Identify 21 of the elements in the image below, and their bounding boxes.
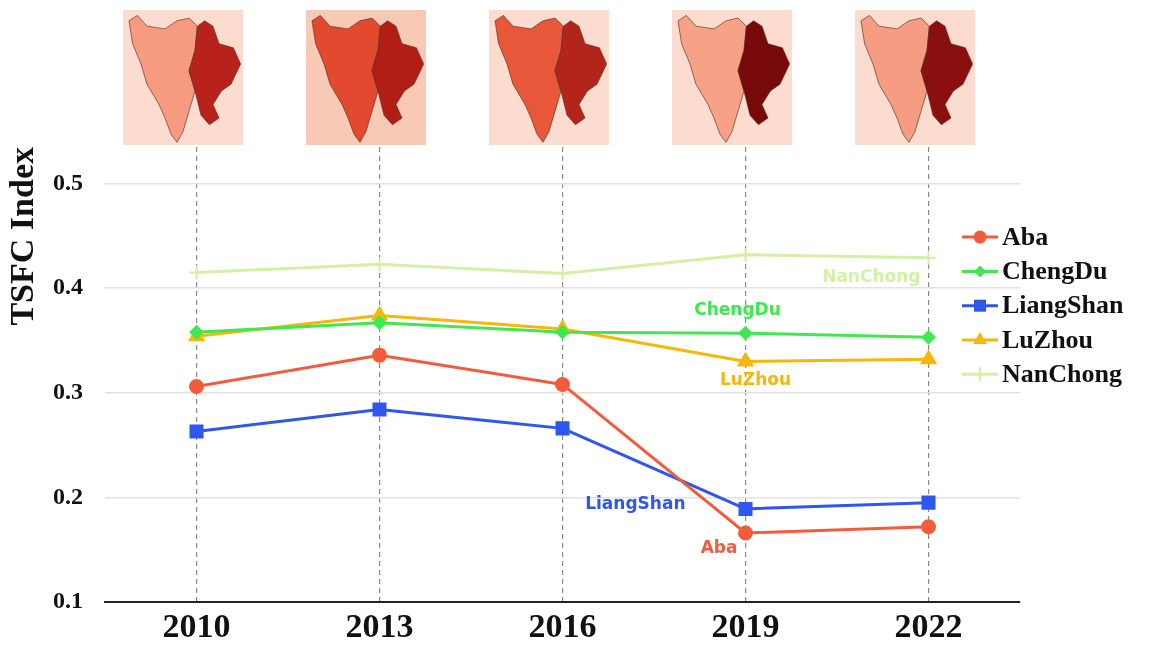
x-tick-label: 2022 — [894, 607, 963, 645]
y-tick-label: 0.5 — [53, 168, 83, 195]
annotation: Aba — [700, 537, 738, 558]
x-tick-label: 2016 — [528, 607, 597, 645]
legend-label: LiangShan — [1002, 290, 1124, 320]
annotation: NanChong — [822, 266, 921, 287]
annotation: ChengDu — [694, 298, 781, 319]
x-tick-label: 2019 — [711, 607, 780, 645]
annotation: LiangShan — [585, 493, 686, 514]
legend-label: LuZhou — [1002, 324, 1094, 354]
annotation: LuZhou — [719, 368, 792, 389]
y-tick-label: 0.2 — [53, 482, 83, 509]
legend-label: ChengDu — [1002, 256, 1108, 286]
legend-label: NanChong — [1002, 359, 1122, 389]
y-tick-label: 0.4 — [53, 273, 83, 300]
y-tick-label: 0.1 — [53, 587, 83, 614]
x-tick-label: 2010 — [162, 607, 231, 645]
legend-label: Aba — [1002, 221, 1049, 251]
y-axis-title: TSFC Index — [3, 147, 41, 326]
x-tick-label: 2013 — [345, 607, 414, 645]
y-tick-label: 0.3 — [53, 378, 83, 405]
